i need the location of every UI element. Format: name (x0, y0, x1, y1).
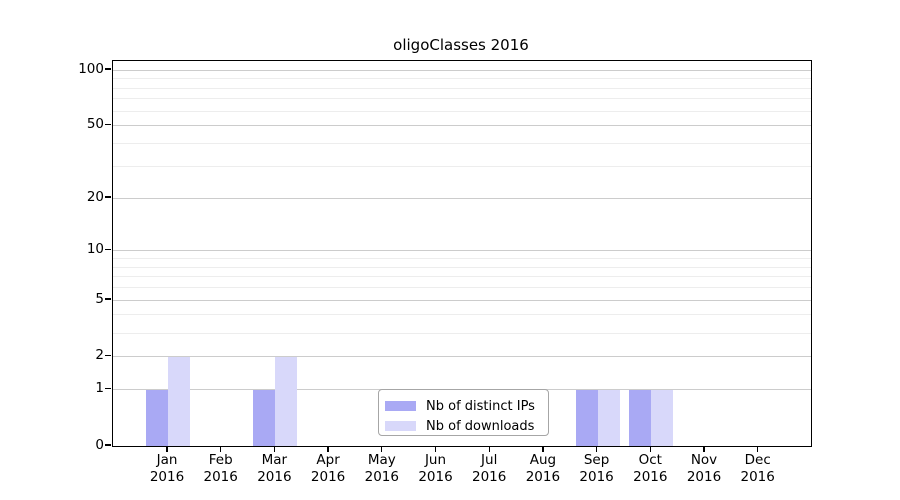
y-tick-label: 10 (86, 241, 104, 258)
x-tick-mark (703, 446, 705, 452)
x-tick-label: Oct 2016 (622, 452, 678, 485)
gridline-major (113, 197, 811, 199)
legend-item-downloads: Nb of downloads (385, 416, 548, 436)
y-tick-label: 2 (95, 347, 104, 364)
x-tick-mark (166, 446, 168, 452)
year-label: 2016 (472, 468, 507, 485)
y-tick-mark (105, 124, 111, 126)
legend-swatch-downloads (385, 421, 416, 431)
x-tick-mark (542, 446, 544, 452)
x-tick-label: May 2016 (354, 452, 410, 485)
x-tick-label: Jun 2016 (408, 452, 464, 485)
gridline-minor (113, 78, 811, 80)
x-tick-mark (757, 446, 759, 452)
gridline-minor (113, 266, 811, 268)
month-label: Dec (744, 452, 771, 468)
month-label: Oct (638, 452, 662, 468)
gridline-minor (113, 257, 811, 259)
gridline-major (113, 69, 811, 71)
bar-distinct-ips (575, 389, 598, 446)
gridline-minor (113, 276, 811, 278)
x-tick-mark (434, 446, 437, 452)
gridline-major (113, 250, 811, 252)
x-tick-label: Dec 2016 (730, 452, 786, 485)
gridline-minor (113, 165, 811, 167)
gridline-minor (113, 143, 811, 145)
year-label: 2016 (579, 468, 614, 485)
legend-label-distinct-ips: Nb of distinct IPs (426, 398, 535, 414)
y-tick-mark (105, 354, 111, 357)
y-tick-mark (105, 68, 111, 70)
y-tick-label: 1 (95, 380, 104, 397)
year-label: 2016 (310, 468, 346, 485)
x-tick-label: Sep 2016 (569, 452, 625, 485)
y-tick-mark (105, 249, 111, 251)
month-label: Nov (690, 452, 718, 468)
bar-downloads (597, 389, 620, 446)
year-label: 2016 (364, 468, 399, 485)
y-tick-mark (105, 196, 111, 198)
gridline-minor (113, 110, 811, 112)
x-tick-mark (381, 446, 383, 452)
y-tick-label: 50 (86, 116, 104, 133)
month-label: Feb (208, 452, 233, 468)
year-label: 2016 (203, 468, 238, 485)
month-label: Sep (583, 452, 610, 468)
year-label: 2016 (686, 468, 722, 485)
y-tick-label: 0 (95, 436, 104, 453)
month-label: Jul (481, 452, 498, 468)
month-label: May (367, 452, 396, 468)
month-label: Mar (261, 452, 288, 468)
y-tick-mark (105, 444, 111, 446)
x-tick-mark (649, 446, 651, 452)
x-tick-label: Feb 2016 (193, 452, 249, 485)
gridline-minor (113, 87, 811, 89)
bar-distinct-ips (146, 389, 168, 446)
x-tick-label: Mar 2016 (246, 452, 302, 485)
gridline-minor (113, 98, 811, 100)
gridline-major (113, 125, 811, 127)
month-label: Jan (156, 452, 178, 468)
legend-item-distinct-ips: Nb of distinct IPs (385, 396, 548, 416)
year-label: 2016 (740, 468, 775, 485)
legend-label-downloads: Nb of downloads (426, 418, 535, 434)
bar-downloads (168, 356, 190, 446)
y-tick-mark (105, 387, 111, 390)
x-tick-mark (220, 446, 222, 452)
y-tick-label: 20 (86, 188, 104, 205)
x-tick-label: Aug 2016 (515, 452, 571, 485)
gridline-major (113, 299, 811, 301)
legend: Nb of distinct IPs Nb of downloads (378, 389, 549, 436)
year-label: 2016 (257, 468, 292, 485)
x-tick-mark (595, 446, 598, 452)
year-label: 2016 (149, 468, 185, 485)
month-label: Apr (316, 452, 340, 468)
gridline-minor (113, 287, 811, 289)
gridline-minor (113, 314, 811, 316)
bar-downloads (275, 356, 298, 446)
bar-distinct-ips (253, 389, 276, 446)
x-tick-label: Apr 2016 (300, 452, 356, 485)
y-tick-mark (105, 298, 111, 300)
bar-distinct-ips (629, 389, 652, 446)
month-label: Aug (529, 452, 557, 468)
bar-downloads (651, 389, 674, 446)
x-tick-label: Jul 2016 (461, 452, 517, 485)
x-tick-label: Jan 2016 (139, 452, 195, 485)
x-tick-mark (327, 446, 329, 452)
year-label: 2016 (633, 468, 668, 485)
month-label: Jun (424, 452, 447, 468)
gridline-major (113, 356, 811, 358)
y-tick-label: 100 (78, 60, 104, 77)
legend-swatch-distinct-ips (385, 401, 416, 411)
chart-title: oligoClasses 2016 (393, 36, 529, 54)
year-label: 2016 (418, 468, 453, 485)
x-tick-mark (273, 446, 276, 452)
year-label: 2016 (525, 468, 561, 485)
y-tick-label: 5 (95, 290, 104, 307)
x-tick-label: Nov 2016 (676, 452, 732, 485)
gridline-minor (113, 332, 811, 334)
x-tick-mark (488, 446, 490, 452)
